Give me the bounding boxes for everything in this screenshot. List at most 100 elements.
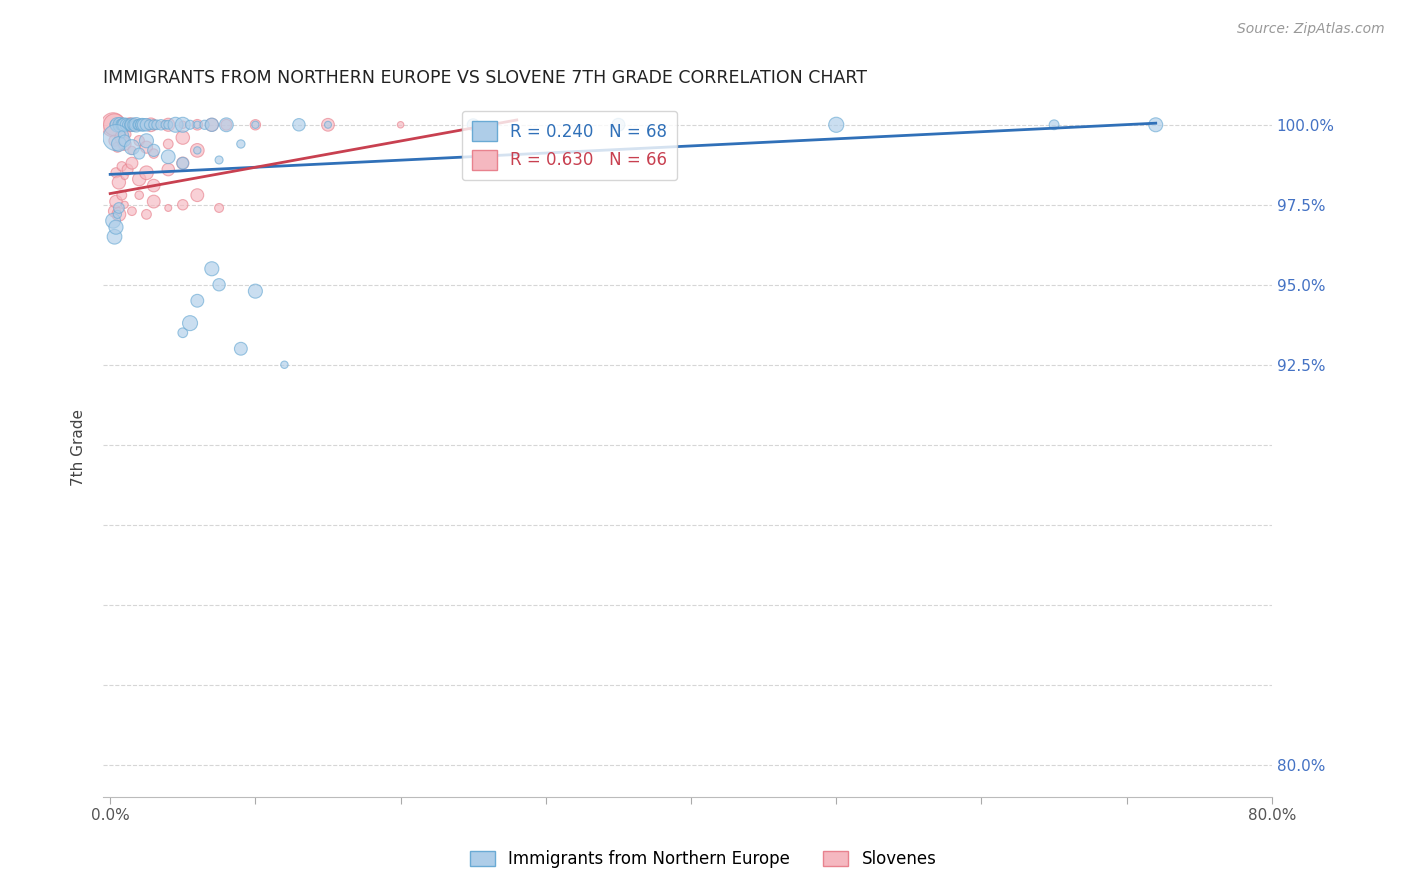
Point: [142, 194, 165, 209]
Point: [145, 118, 167, 132]
Point: [114, 136, 136, 151]
Point: [316, 118, 339, 132]
Point: [114, 198, 136, 212]
Point: [104, 166, 127, 180]
Point: [142, 178, 165, 193]
Text: Source: ZipAtlas.com: Source: ZipAtlas.com: [1237, 22, 1385, 37]
Point: [1043, 118, 1066, 132]
Point: [128, 188, 150, 202]
Point: [186, 293, 208, 308]
Y-axis label: 7th Grade: 7th Grade: [72, 409, 86, 486]
Point: [463, 118, 485, 132]
Point: [229, 136, 252, 151]
Point: [135, 134, 157, 148]
Point: [316, 118, 339, 132]
Point: [104, 118, 127, 132]
Point: [215, 118, 238, 132]
Point: [117, 118, 139, 132]
Point: [229, 342, 252, 356]
Point: [245, 284, 267, 298]
Point: [273, 358, 295, 372]
Point: [103, 204, 125, 219]
Point: [104, 194, 127, 209]
Point: [121, 118, 143, 132]
Point: [172, 118, 194, 132]
Point: [107, 118, 129, 132]
Point: [607, 118, 630, 132]
Point: [108, 201, 131, 215]
Point: [103, 118, 125, 132]
Point: [104, 220, 127, 235]
Point: [107, 140, 129, 154]
Point: [208, 277, 231, 292]
Point: [117, 118, 139, 132]
Point: [108, 136, 131, 151]
Point: [157, 201, 180, 215]
Point: [208, 201, 231, 215]
Point: [114, 134, 136, 148]
Point: [245, 118, 267, 132]
Point: [201, 118, 224, 132]
Point: [111, 128, 134, 142]
Point: [157, 150, 180, 164]
Point: [125, 118, 148, 132]
Point: [186, 144, 208, 158]
Point: [103, 134, 125, 148]
Point: [115, 118, 138, 132]
Point: [215, 118, 238, 132]
Point: [111, 160, 134, 174]
Point: [135, 140, 157, 154]
Point: [121, 140, 143, 154]
Point: [1144, 118, 1167, 132]
Point: [135, 166, 157, 180]
Point: [111, 118, 134, 132]
Point: [186, 118, 208, 132]
Point: [114, 169, 136, 183]
Point: [128, 118, 150, 132]
Point: [201, 118, 224, 132]
Point: [121, 156, 143, 170]
Text: IMMIGRANTS FROM NORTHERN EUROPE VS SLOVENE 7TH GRADE CORRELATION CHART: IMMIGRANTS FROM NORTHERN EUROPE VS SLOVE…: [103, 69, 868, 87]
Point: [122, 118, 145, 132]
Point: [157, 136, 180, 151]
Point: [186, 144, 208, 158]
Point: [150, 118, 173, 132]
Point: [118, 118, 141, 132]
Point: [120, 118, 142, 132]
Point: [157, 118, 180, 132]
Point: [107, 207, 129, 221]
Point: [142, 118, 165, 132]
Point: [112, 118, 135, 132]
Point: [135, 118, 157, 132]
Point: [128, 134, 150, 148]
Point: [128, 172, 150, 186]
Point: [201, 261, 224, 276]
Point: [150, 118, 173, 132]
Point: [128, 146, 150, 161]
Point: [131, 118, 153, 132]
Point: [138, 118, 160, 132]
Point: [208, 153, 231, 167]
Point: [135, 118, 157, 132]
Point: [120, 118, 142, 132]
Point: [124, 118, 146, 132]
Point: [127, 118, 149, 132]
Point: [104, 130, 127, 145]
Point: [155, 118, 177, 132]
Point: [142, 118, 165, 132]
Point: [118, 118, 141, 132]
Point: [172, 156, 194, 170]
Point: [121, 144, 143, 158]
Point: [157, 162, 180, 177]
Point: [112, 118, 135, 132]
Point: [101, 213, 124, 227]
Point: [108, 207, 131, 221]
Point: [103, 118, 125, 132]
Point: [114, 118, 136, 132]
Point: [117, 162, 139, 177]
Point: [179, 118, 201, 132]
Legend: Immigrants from Northern Europe, Slovenes: Immigrants from Northern Europe, Slovene…: [463, 844, 943, 875]
Point: [108, 118, 131, 132]
Point: [117, 128, 139, 142]
Point: [132, 118, 155, 132]
